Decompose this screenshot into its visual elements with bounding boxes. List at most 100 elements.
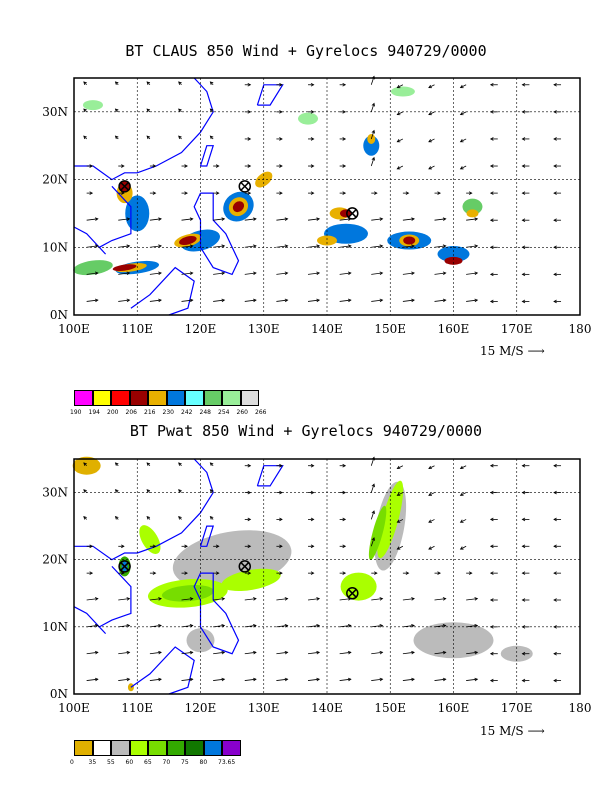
wind-vector [86, 218, 98, 221]
wind-vector [460, 111, 467, 116]
wind-vector-head [442, 597, 447, 601]
wind-vector [118, 218, 130, 221]
wind-vector-head [178, 135, 182, 140]
wind-vector-head [146, 462, 151, 466]
wind-vector-head [371, 129, 376, 134]
gyre-center-cross [347, 588, 357, 598]
wind-vector-head [553, 272, 557, 277]
wind-vector-head [442, 677, 447, 682]
colorbar-swatch [129, 390, 148, 406]
wind-vector-head [94, 271, 99, 276]
wind-vector-head [178, 108, 182, 113]
wind-vector-head [553, 164, 557, 168]
wind-vector [86, 272, 98, 275]
colorbar-swatch [166, 390, 185, 406]
wind-vector-head [279, 463, 283, 468]
x-tick-label: 180 [569, 701, 592, 715]
wind-vector [307, 272, 320, 275]
colorbar-label: 248 [199, 409, 211, 416]
wind-vector-head [189, 650, 194, 655]
cloud-patch [466, 209, 479, 218]
cloud-patch [73, 260, 113, 276]
wind-vector-head [94, 677, 99, 682]
wind-vector-head [474, 298, 479, 303]
wind-vector [118, 651, 130, 655]
wind-vector [371, 218, 383, 221]
wind-vector [402, 299, 415, 302]
wind-vector-head [279, 571, 283, 575]
wind-vector-head [184, 544, 188, 549]
wind-vector [307, 218, 320, 221]
wind-vector-head [126, 597, 131, 601]
wind-vector-head [209, 489, 214, 493]
colorbar-label: 35 [88, 759, 97, 766]
wind-vector [402, 651, 415, 655]
wind-vector-head [474, 597, 479, 601]
gyre-center-cross [120, 181, 130, 191]
wind-vector [118, 272, 130, 275]
x-tick-label: 180 [569, 322, 592, 336]
wind-vector [118, 678, 130, 681]
wind-vector-head [215, 164, 220, 168]
wind-vector [466, 598, 478, 601]
wind-vector-head [316, 271, 321, 276]
wind-vector [428, 111, 435, 116]
colorbar-label: 266 [255, 409, 267, 416]
wind-vector-head [126, 650, 131, 655]
wind-vector-head [83, 462, 87, 466]
wind-vector-head [247, 164, 252, 168]
wind-vector [402, 625, 415, 628]
wind-vector-head [114, 516, 119, 520]
colorbar-label: 190 [70, 409, 82, 416]
wind-vector-head [310, 571, 315, 575]
wind-vector-head [379, 298, 384, 303]
wind-vector-head [489, 137, 494, 141]
wind-vector-head [126, 271, 131, 276]
coastline [130, 646, 195, 695]
wind-vector-head [521, 598, 526, 602]
wind-vector-head [158, 271, 162, 276]
wind-vector-head [189, 217, 194, 221]
wind-vector [397, 545, 404, 550]
wind-vector [434, 299, 446, 302]
wind-vector [428, 545, 435, 550]
wind-vector-head [428, 111, 432, 116]
wind-vector-head [521, 299, 526, 304]
wind-vector-head [396, 465, 401, 470]
x-tick-label: 150E [374, 322, 406, 336]
wind-vector-head [158, 217, 162, 221]
panel1-title: BT CLAUS 850 Wind + Gyrelocs 940729/0000 [125, 42, 487, 60]
wind-vector-head [152, 571, 157, 575]
wind-vector-head [284, 217, 289, 221]
wind-vector-head [374, 191, 378, 195]
wind-vector [371, 272, 383, 275]
wind-vector-head [459, 546, 464, 550]
wind-vector-head [411, 677, 415, 682]
wind-vector-head [253, 271, 257, 276]
wind-vector-head [247, 137, 252, 141]
x-tick-label: 100E [58, 322, 90, 336]
pwat-patch [500, 645, 533, 662]
wind-vector-head [521, 137, 526, 141]
wind-vector-head [114, 108, 119, 113]
wind-vector-head [89, 191, 94, 195]
cloud-patch [112, 264, 137, 272]
wind-vector-head [316, 623, 321, 628]
wind-vector-head [379, 271, 384, 276]
wind-vector [149, 651, 162, 655]
wind-vector-head [221, 217, 226, 221]
pwat-patch [161, 585, 214, 602]
x-tick-label: 160E [438, 701, 470, 715]
wind-vector [339, 625, 351, 628]
wind-vector-head [284, 597, 289, 601]
x-tick-label: 170E [501, 701, 533, 715]
wind-vector [402, 218, 415, 221]
wind-vector-head [94, 623, 99, 628]
gyre-center-marker [346, 587, 359, 600]
colorbar-label: 60 [125, 759, 134, 766]
wind-vector [86, 678, 98, 681]
wind-vector [276, 598, 288, 601]
wind-vector-head [284, 650, 289, 655]
colorbar-swatch [74, 740, 93, 756]
wind-vector-head [94, 650, 99, 655]
